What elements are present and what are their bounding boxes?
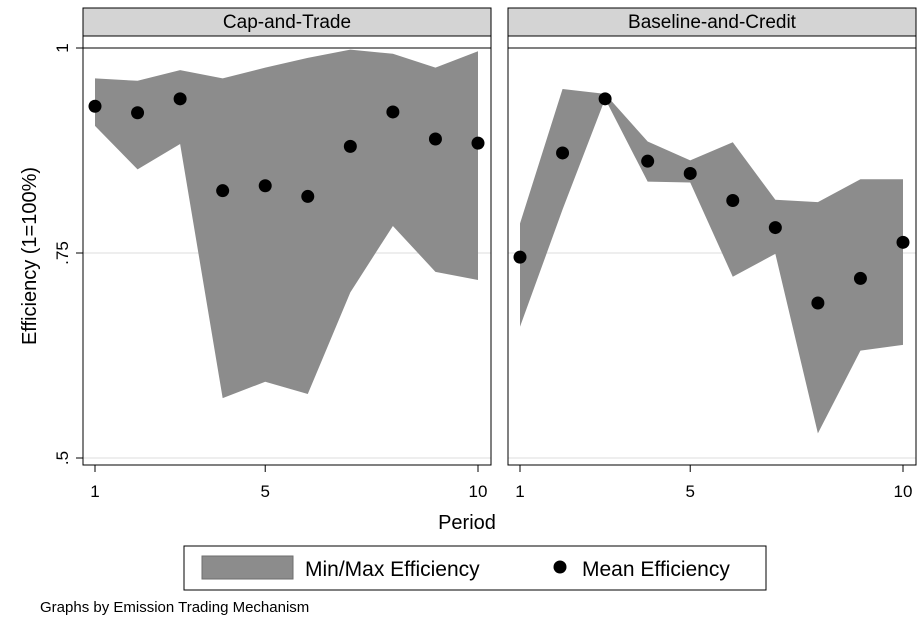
legend-band-swatch (201, 555, 294, 580)
panel-cap-and-trade: Cap-and-Trade 1 5 10 (82, 7, 492, 501)
x-tick-label: 1 (90, 482, 99, 501)
x-tick-label: 1 (515, 482, 524, 501)
mean-point (811, 296, 825, 310)
mean-point (88, 99, 102, 113)
panel-title: Cap-and-Trade (223, 12, 351, 33)
x-tick-label: 5 (260, 482, 269, 501)
panel-strip (507, 7, 917, 37)
mean-point (386, 105, 400, 119)
graph-note: Graphs by Emission Trading Mechanism (40, 599, 309, 616)
panel-baseline-and-credit: Baseline-and-Credit 1 5 10 (507, 7, 917, 501)
plot-frame (82, 35, 492, 466)
mean-point (768, 221, 782, 235)
y-tick-label: .75 (53, 241, 72, 265)
mean-point (853, 271, 867, 285)
x-tick-label: 10 (894, 482, 913, 501)
panel-strip (82, 7, 492, 37)
mean-point (131, 106, 145, 120)
mean-point (173, 92, 187, 106)
legend-dot-swatch (553, 560, 567, 574)
y-axis-title: Efficiency (1=100%) (19, 167, 41, 345)
mean-point (513, 250, 527, 264)
legend: Min/Max Efficiency Mean Efficiency (183, 545, 767, 591)
panel-title: Baseline-and-Credit (628, 12, 797, 33)
mean-point (216, 184, 230, 198)
y-tick-label: .5 (53, 451, 72, 465)
mean-point (556, 146, 570, 160)
y-tick-label: 1 (53, 43, 72, 52)
mean-point (258, 179, 272, 193)
x-tick-label: 5 (685, 482, 694, 501)
mean-point (726, 194, 740, 208)
legend-label-mean: Mean Efficiency (582, 558, 730, 581)
x-axis-title: Period (438, 512, 496, 534)
mean-point (598, 92, 612, 106)
x-tick-label: 10 (469, 482, 488, 501)
y-axis: 1 .75 .5 Efficiency (1=100%) (19, 43, 83, 465)
mean-point (428, 132, 442, 146)
minmax-band (95, 49, 478, 399)
mean-point (896, 235, 910, 249)
mean-point (301, 189, 315, 203)
mean-point (641, 154, 655, 168)
minmax-band (520, 89, 903, 434)
mean-point (343, 139, 357, 153)
mean-point (683, 166, 697, 180)
mean-point (471, 136, 485, 150)
legend-label-minmax: Min/Max Efficiency (305, 558, 480, 581)
plot-frame (507, 35, 917, 466)
